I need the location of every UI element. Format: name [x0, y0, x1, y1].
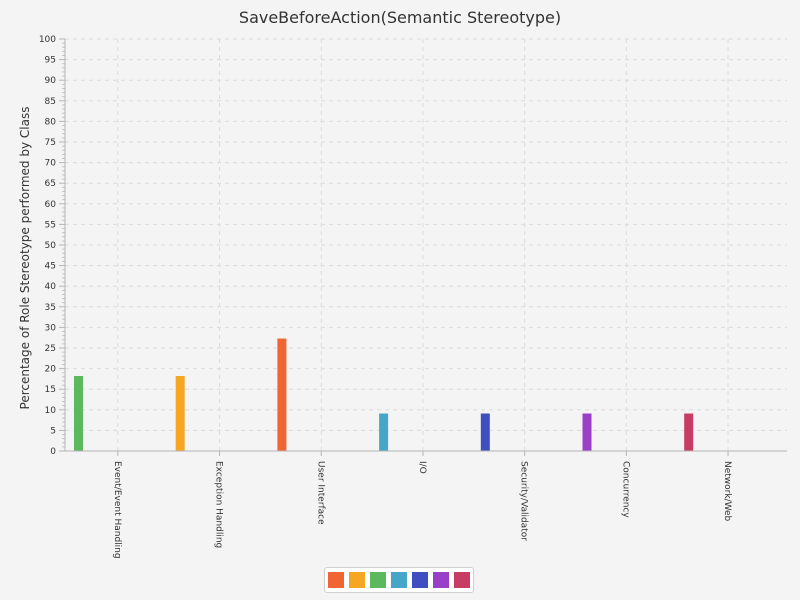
- legend-swatch: [328, 572, 344, 588]
- y-tick-label: 70: [45, 159, 57, 169]
- bar: [74, 376, 83, 451]
- x-category-label: Exception Handling: [214, 461, 224, 548]
- y-axis-ticks: 0 5 10 15 20 25 30 35 40 45 50 55 60 65 70 75 80 85 90 95 10…: [39, 35, 65, 457]
- legend-swatch: [433, 572, 449, 588]
- y-tick-label: 90: [45, 76, 57, 86]
- y-tick-label: 40: [45, 282, 57, 292]
- x-category-label: Security/Validator: [519, 461, 529, 541]
- y-tick-label: 45: [45, 262, 56, 272]
- legend-swatch: [391, 572, 407, 588]
- y-tick-label: 75: [45, 138, 56, 148]
- y-tick-label: 20: [45, 365, 57, 375]
- y-axis-label: Percentage of Role Stereotype performed …: [18, 107, 32, 410]
- x-category-label: Event/Event Handling: [112, 461, 122, 559]
- y-tick-label: 35: [45, 303, 56, 313]
- bars: [74, 338, 694, 451]
- y-tick-label: 50: [45, 241, 57, 251]
- bar: [480, 413, 490, 451]
- y-tick-label: 55: [45, 220, 56, 230]
- legend-swatch: [454, 572, 470, 588]
- y-tick-label: 5: [50, 426, 56, 436]
- y-tick-label: 0: [50, 447, 56, 457]
- bar: [582, 413, 592, 451]
- x-axis-ticks: Event/Event Handling Exception Handling Us…: [112, 451, 732, 559]
- y-tick-label: 100: [39, 35, 56, 45]
- y-tick-label: 95: [45, 56, 56, 66]
- legend-swatch: [370, 572, 386, 588]
- legend-swatch: [412, 572, 428, 588]
- y-tick-label: 80: [45, 117, 57, 127]
- bar: [379, 413, 389, 451]
- x-category-label: I/O: [417, 461, 427, 474]
- y-tick-label: 25: [45, 344, 56, 354]
- gridlines: [65, 38, 787, 451]
- y-tick-label: 85: [45, 97, 56, 107]
- y-tick-label: 60: [45, 200, 57, 210]
- y-tick-label: 65: [45, 179, 56, 189]
- x-category-label: User Interface: [315, 461, 325, 525]
- x-category-label: Concurrency: [620, 461, 630, 518]
- y-tick-label: 30: [45, 323, 57, 333]
- bar: [277, 338, 287, 451]
- legend-swatch: [349, 572, 365, 588]
- y-tick-label: 15: [45, 385, 56, 395]
- x-category-label: Network/Web: [722, 461, 732, 522]
- y-tick-label: 10: [45, 406, 57, 416]
- bar: [175, 376, 185, 451]
- legend: [324, 567, 474, 593]
- bar: [684, 413, 694, 451]
- chart-title: SaveBeforeAction(Semantic Stereotype): [239, 8, 561, 27]
